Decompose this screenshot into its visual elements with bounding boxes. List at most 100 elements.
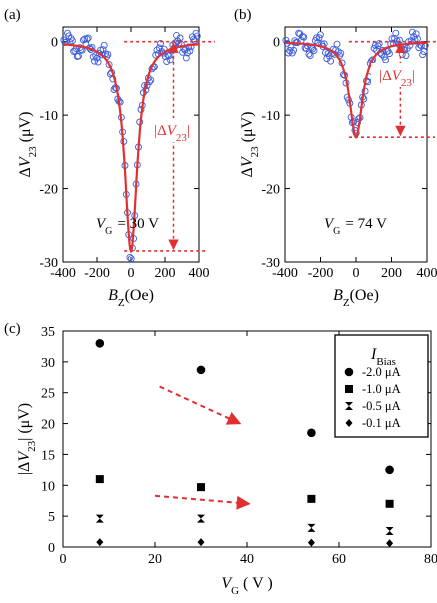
x-axis-title: BZ(Oe) [108, 287, 154, 309]
data-point [75, 52, 82, 60]
data-point [333, 40, 341, 48]
trend-arrow [154, 494, 251, 510]
data-point [96, 538, 104, 547]
series-circle [95, 339, 394, 475]
data-point [197, 514, 205, 523]
data-point [104, 51, 112, 58]
legend-label: -1.0 μA [362, 382, 401, 396]
data-point [186, 47, 194, 55]
delta-label-a: |ΔV23| [154, 123, 190, 144]
data-point [385, 499, 394, 508]
legend-marker [345, 385, 353, 393]
y-tick-label: 20 [41, 418, 55, 433]
x-axis-title: VG ( V ) [221, 575, 272, 597]
x-tick-label: 20 [148, 552, 162, 567]
data-point [153, 46, 161, 54]
data-point [385, 50, 393, 58]
legend-label: -2.0 μA [362, 365, 401, 379]
data-point [420, 48, 428, 56]
delta-label-bg [146, 118, 198, 142]
panel-c: (c) 0 20 40 60 80 0 5 10 15 20 25 30 35 VG ( V ) |ΔV23… [4, 321, 437, 597]
data-point [307, 538, 315, 547]
data-point [290, 46, 298, 54]
data-point [327, 57, 335, 65]
data-point [166, 56, 174, 64]
panel-b-plot: -400 -200 0 200 400 0 -10 -20 -30 BZ(Oe) ΔV23 (μV)… [239, 26, 437, 309]
y-tick-label: -30 [39, 256, 58, 271]
data-point [369, 56, 377, 64]
x-tick-label: -200 [308, 266, 334, 281]
x-tick-label: -400 [272, 266, 298, 281]
y-tick-label: -10 [261, 109, 280, 124]
data-point [105, 61, 113, 69]
y-tick-label: 25 [41, 387, 55, 402]
x-tick-label: 400 [189, 266, 210, 281]
y-tick-label: 15 [41, 448, 55, 463]
data-point [337, 49, 345, 57]
legend-marker [345, 402, 353, 410]
panel-c-plot: 0 20 40 60 80 0 5 10 15 20 25 30 35 VG ( V ) |ΔV23| (μ… [16, 325, 437, 597]
data-point [402, 52, 410, 59]
data-point [187, 43, 195, 51]
data-point [300, 33, 308, 41]
x-tick-label: 40 [240, 552, 254, 567]
x-tick-label: 0 [128, 266, 135, 281]
data-point [304, 42, 312, 50]
y-tick-label: -20 [39, 183, 58, 198]
data-point [310, 47, 318, 54]
legend-marker [345, 419, 353, 427]
series-hourglass [95, 514, 394, 535]
x-tick-label: 400 [417, 266, 437, 281]
y-axis-title: |ΔV23| (μV) [16, 403, 38, 475]
data-point [375, 40, 383, 48]
data-point [307, 494, 316, 503]
data-point [392, 29, 400, 37]
x-axis-title: BZ(Oe) [333, 287, 379, 309]
y-tick-label: -10 [39, 109, 58, 124]
data-point [385, 526, 394, 535]
data-point [126, 253, 134, 261]
panel-b-annotation: VG = 74 V [324, 216, 387, 237]
data-point [299, 33, 306, 40]
y-tick-label: 0 [273, 36, 280, 51]
data-point [408, 28, 416, 36]
panel-b: (b) -400 -200 0 200 400 0 -10 -20 -30 BZ(Oe) ΔV23 … [234, 7, 437, 309]
y-tick-label: 35 [41, 325, 55, 340]
legend-title: IBias [370, 346, 396, 368]
data-point [83, 35, 91, 43]
data-point [95, 339, 105, 348]
data-point [306, 52, 314, 60]
delta-label-b: |ΔV23| [379, 68, 415, 89]
data-point [127, 255, 135, 263]
y-tick-label: 30 [41, 356, 55, 371]
panel-c-label: (c) [4, 321, 21, 337]
panel-a-label: (a) [4, 7, 21, 23]
legend-marker [344, 367, 354, 377]
data-point [157, 40, 164, 47]
panel-b-label: (b) [234, 7, 252, 23]
data-point [65, 32, 73, 40]
y-tick-label: -20 [261, 183, 280, 198]
y-tick-label: 5 [48, 510, 55, 525]
x-tick-label: 200 [381, 266, 402, 281]
data-point [197, 538, 205, 547]
x-tick-label: 0 [60, 552, 67, 567]
series-diamond [96, 538, 394, 548]
data-point [179, 48, 187, 56]
data-point [182, 54, 190, 62]
data-point [412, 30, 420, 38]
y-tick-label: 10 [41, 479, 55, 494]
y-tick-label: 0 [48, 541, 55, 556]
data-point [386, 539, 394, 548]
data-point [68, 37, 76, 45]
data-point [81, 35, 89, 43]
data-point [316, 31, 324, 39]
y-axis-title: ΔV23 (μV) [239, 112, 261, 178]
data-point [100, 41, 108, 49]
y-tick-label: -30 [261, 256, 280, 271]
data-point [307, 523, 316, 532]
data-point [196, 365, 206, 375]
x-tick-label: 200 [155, 266, 176, 281]
data-point [95, 475, 104, 484]
